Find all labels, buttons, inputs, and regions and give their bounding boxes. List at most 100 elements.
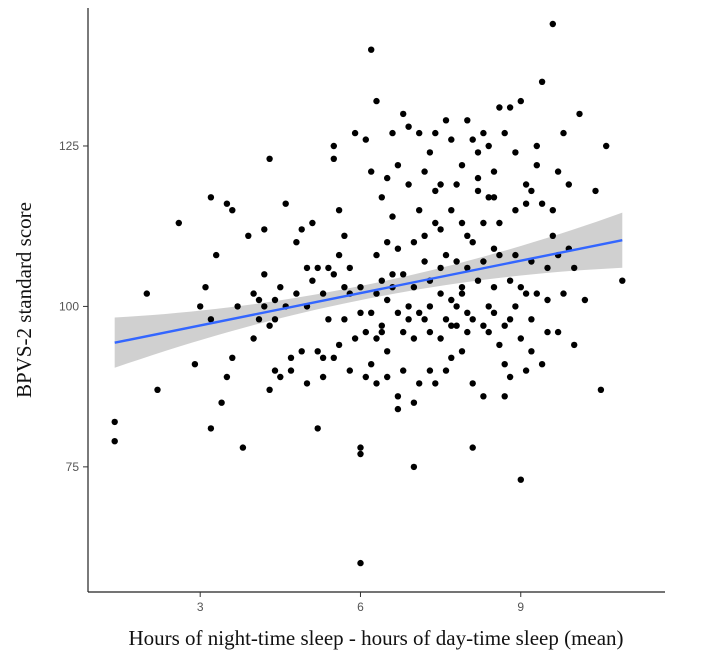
data-point bbox=[389, 271, 396, 278]
data-point bbox=[474, 174, 482, 182]
data-point bbox=[480, 258, 487, 265]
data-point bbox=[314, 425, 321, 432]
data-point bbox=[480, 129, 487, 137]
data-point bbox=[405, 316, 412, 323]
data-point bbox=[464, 264, 471, 272]
data-point bbox=[437, 264, 444, 272]
data-point bbox=[277, 284, 284, 291]
data-point bbox=[565, 181, 572, 188]
data-point bbox=[533, 142, 540, 150]
data-point bbox=[271, 316, 279, 323]
x-tick-label: 3 bbox=[197, 600, 204, 614]
data-point bbox=[464, 232, 471, 239]
data-point bbox=[261, 271, 268, 278]
data-point bbox=[368, 361, 375, 368]
data-point bbox=[480, 393, 487, 400]
data-point bbox=[389, 129, 396, 137]
data-point bbox=[512, 149, 519, 156]
data-point bbox=[111, 418, 118, 426]
data-point bbox=[250, 290, 257, 297]
data-point bbox=[410, 463, 418, 471]
data-points bbox=[111, 20, 626, 567]
data-point bbox=[362, 373, 369, 381]
data-point bbox=[341, 284, 348, 291]
data-point bbox=[426, 328, 434, 336]
data-point bbox=[512, 207, 519, 214]
data-point bbox=[373, 290, 380, 297]
data-point bbox=[234, 303, 241, 310]
data-point bbox=[271, 367, 279, 374]
data-point bbox=[453, 322, 460, 329]
data-point bbox=[490, 309, 498, 316]
data-point bbox=[384, 174, 391, 182]
data-point bbox=[538, 361, 546, 368]
data-point bbox=[255, 316, 263, 323]
data-point bbox=[266, 322, 273, 329]
data-point bbox=[469, 239, 476, 246]
data-point bbox=[394, 245, 402, 252]
data-point bbox=[506, 316, 514, 323]
regression-line bbox=[114, 239, 623, 344]
data-point bbox=[544, 296, 551, 304]
data-point bbox=[448, 207, 455, 214]
data-point bbox=[522, 181, 530, 188]
ticks: 3 6 9 75 100 125 bbox=[59, 139, 524, 614]
data-point bbox=[378, 322, 385, 329]
data-point bbox=[111, 438, 118, 445]
data-point bbox=[528, 187, 535, 195]
data-point bbox=[218, 399, 225, 406]
data-point bbox=[362, 136, 369, 143]
data-point bbox=[480, 219, 487, 227]
data-point bbox=[522, 200, 530, 207]
data-point bbox=[517, 335, 524, 342]
data-point bbox=[453, 258, 460, 265]
data-point bbox=[325, 264, 332, 272]
data-point bbox=[512, 251, 519, 259]
data-point bbox=[501, 322, 508, 329]
data-point bbox=[432, 219, 439, 227]
data-point bbox=[229, 207, 236, 214]
confidence-ribbon bbox=[114, 212, 623, 368]
data-point bbox=[357, 444, 364, 451]
data-point bbox=[437, 290, 444, 297]
data-point bbox=[426, 149, 434, 156]
data-point bbox=[143, 290, 150, 297]
data-point bbox=[410, 284, 418, 291]
data-point bbox=[458, 290, 466, 297]
data-point bbox=[314, 348, 321, 355]
data-point bbox=[512, 303, 519, 310]
data-point bbox=[250, 335, 257, 342]
y-tick-label: 125 bbox=[59, 139, 79, 153]
data-point bbox=[469, 136, 476, 143]
data-point bbox=[485, 303, 492, 310]
data-point bbox=[202, 284, 209, 291]
data-point bbox=[309, 277, 316, 284]
data-point bbox=[554, 328, 562, 336]
data-point bbox=[319, 373, 327, 381]
data-point bbox=[592, 187, 599, 195]
data-point bbox=[378, 277, 385, 284]
data-point bbox=[357, 450, 364, 458]
data-point bbox=[538, 78, 546, 86]
data-point bbox=[501, 361, 508, 368]
data-point bbox=[458, 284, 466, 291]
data-point bbox=[330, 155, 337, 162]
data-point bbox=[485, 194, 492, 201]
data-point bbox=[213, 251, 220, 259]
data-point bbox=[597, 386, 605, 393]
data-point bbox=[416, 380, 423, 387]
data-point bbox=[223, 200, 231, 207]
data-point bbox=[261, 226, 268, 233]
data-point bbox=[346, 367, 353, 374]
data-point bbox=[368, 309, 375, 316]
axes bbox=[87, 8, 665, 593]
data-point bbox=[229, 354, 236, 361]
data-point bbox=[469, 380, 476, 387]
data-point bbox=[416, 129, 423, 137]
confidence-band bbox=[114, 212, 623, 368]
data-point bbox=[239, 444, 247, 451]
data-point bbox=[474, 187, 482, 195]
data-point bbox=[533, 290, 540, 297]
data-point bbox=[400, 271, 407, 278]
